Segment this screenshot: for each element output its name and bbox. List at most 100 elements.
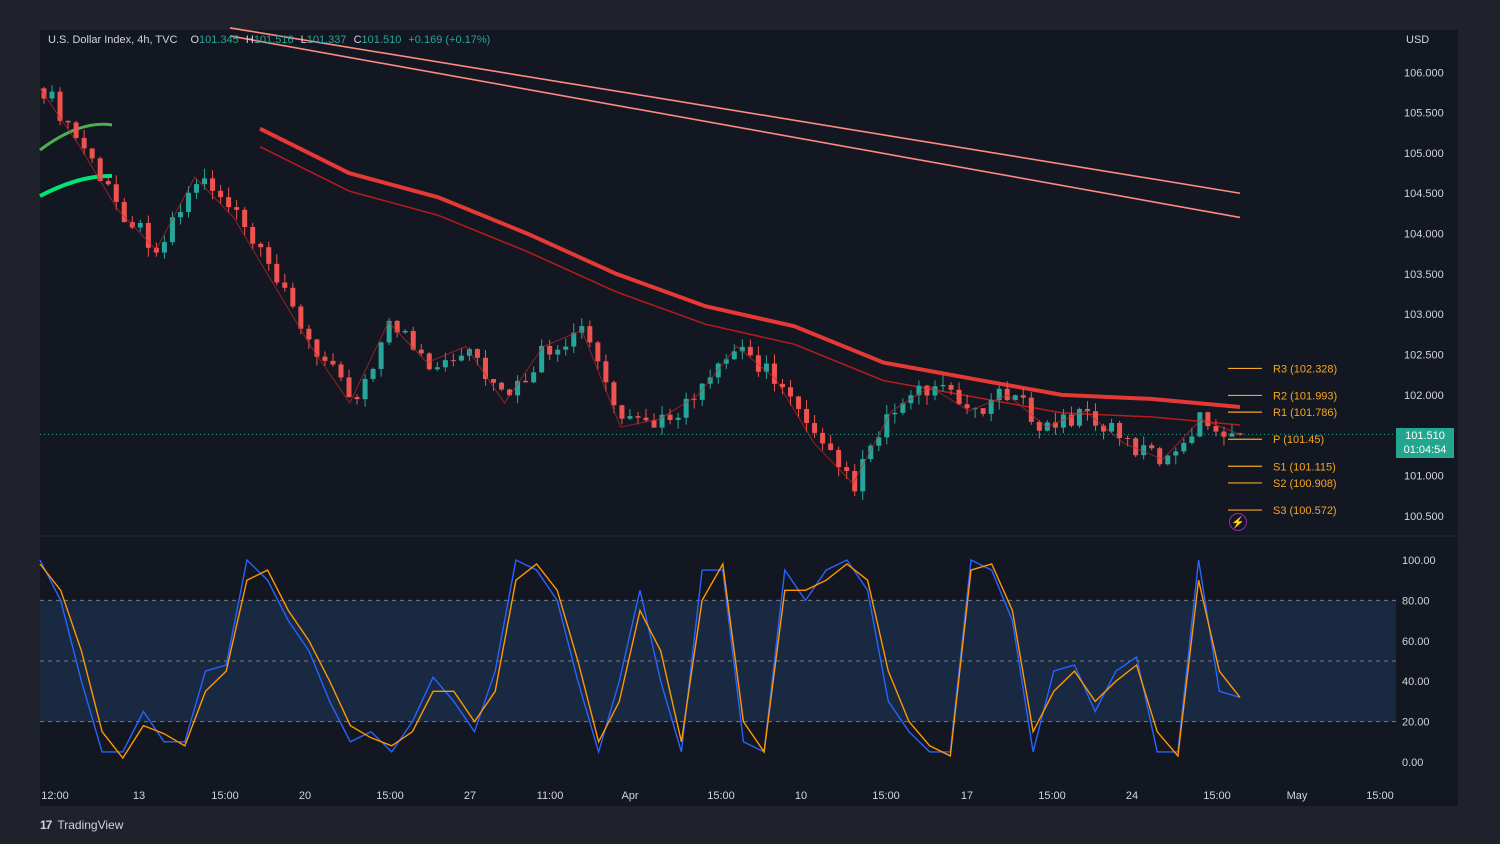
bar-countdown: 01:04:54: [1403, 444, 1447, 456]
candle-body: [450, 360, 456, 362]
candle-body: [89, 148, 95, 159]
pivot-label-S1: S1 (101.115): [1273, 461, 1336, 473]
stoch-line-%D: [39, 561, 1241, 760]
candle-body: [964, 404, 970, 409]
candle-body: [723, 359, 729, 364]
candle-body: [314, 339, 320, 357]
price-axis-tick: 101.000: [1404, 471, 1444, 483]
candle-body: [169, 217, 175, 243]
candle-body: [1141, 445, 1147, 456]
price-axis-tick: 100.500: [1404, 511, 1444, 523]
price-axis-tick: 103.500: [1404, 269, 1444, 281]
candle-body: [1036, 421, 1042, 431]
candle-body: [555, 349, 561, 355]
candle-body: [507, 389, 513, 396]
candle-body: [675, 417, 681, 420]
candle-body: [1101, 425, 1107, 432]
candle-body: [892, 412, 898, 415]
candle-body: [1213, 426, 1219, 432]
pivot-label-R3: R3 (102.328): [1273, 363, 1337, 375]
tradingview-logo: 17: [40, 818, 52, 832]
candle-body: [611, 382, 617, 406]
candle-body: [1117, 422, 1123, 439]
candle-body: [1093, 411, 1099, 426]
lightning-icon[interactable]: ⚡: [1229, 513, 1247, 531]
time-axis-tick: 15:00: [211, 790, 239, 802]
candle-body: [900, 403, 906, 413]
pivot-label-P: P (101.45): [1273, 434, 1324, 446]
candle-body: [707, 377, 713, 384]
time-axis-tick: 27: [464, 790, 476, 802]
candle-body: [643, 417, 649, 421]
price-axis-tick: 105.500: [1404, 108, 1444, 120]
candle-body: [234, 207, 240, 210]
candle-body: [956, 389, 962, 405]
candle-body: [226, 197, 232, 208]
candle-body: [57, 91, 63, 121]
candle-body: [442, 360, 448, 368]
candle-body: [595, 342, 601, 362]
time-axis-tick: 12:00: [41, 790, 69, 802]
stoch-axis-tick: 0.00: [1402, 757, 1423, 769]
candle-body: [988, 400, 994, 414]
candle-body: [482, 357, 488, 380]
candle-body: [579, 326, 585, 333]
candle-body: [1012, 395, 1018, 401]
candle-body: [458, 355, 464, 361]
stoch-axis-tick: 100.00: [1402, 555, 1436, 567]
candle-body: [218, 190, 224, 198]
candle-body: [322, 356, 328, 361]
candle-body: [523, 380, 529, 383]
candle-body: [73, 122, 79, 138]
symbol-header: U.S. Dollar Index, 4h, TVC O101.345 H101…: [48, 34, 491, 46]
candle-body: [499, 382, 505, 390]
candle-body: [1028, 397, 1034, 422]
candle-body: [1173, 451, 1179, 456]
candle-body: [1004, 388, 1010, 401]
candle-body: [980, 408, 986, 414]
candle-body: [370, 368, 376, 379]
candle-body: [651, 420, 657, 428]
time-axis-tick: 15:00: [872, 790, 900, 802]
candle-body: [1229, 433, 1235, 437]
candle-body: [860, 459, 866, 492]
candle-body: [667, 414, 673, 420]
candle-body: [346, 377, 352, 398]
open-value: 101.345: [199, 34, 239, 46]
brand-name: TradingView: [57, 818, 124, 832]
candle-body: [796, 396, 802, 410]
candle-body: [1157, 448, 1163, 465]
stoch-axis-tick: 80.00: [1402, 595, 1430, 607]
low-value: 101.337: [306, 34, 347, 46]
currency-label[interactable]: USD: [1406, 34, 1430, 46]
candle-body: [763, 363, 769, 372]
candle-body: [571, 332, 577, 347]
candle-body: [828, 443, 834, 451]
time-axis-tick: 13: [133, 790, 145, 802]
candle-body: [804, 409, 810, 424]
candle-body: [531, 372, 537, 383]
candle-body: [836, 450, 842, 468]
candle-body: [1084, 408, 1090, 412]
candle-body: [113, 184, 119, 202]
candle-body: [1133, 438, 1139, 456]
price-trace: [39, 88, 1241, 485]
candle-body: [121, 201, 127, 223]
candle-body: [884, 414, 890, 438]
candle-body: [474, 349, 480, 358]
candle-body: [1020, 395, 1026, 398]
time-axis-tick: 15:00: [1038, 790, 1066, 802]
upper-band-line-1: [229, 35, 1241, 219]
candle-body: [916, 385, 922, 396]
upper-band-line-0: [229, 27, 1241, 195]
candle-body: [1060, 414, 1066, 428]
price-axis-tick: 103.000: [1404, 309, 1444, 321]
tradingview-brand[interactable]: 17 TradingView: [40, 818, 123, 832]
price-axis-tick: 102.000: [1404, 390, 1444, 402]
candle-body: [1125, 438, 1131, 440]
candle-body: [771, 363, 777, 384]
stoch-line-%K: [39, 558, 1241, 755]
candle-body: [362, 378, 368, 400]
candle-body: [274, 263, 280, 283]
